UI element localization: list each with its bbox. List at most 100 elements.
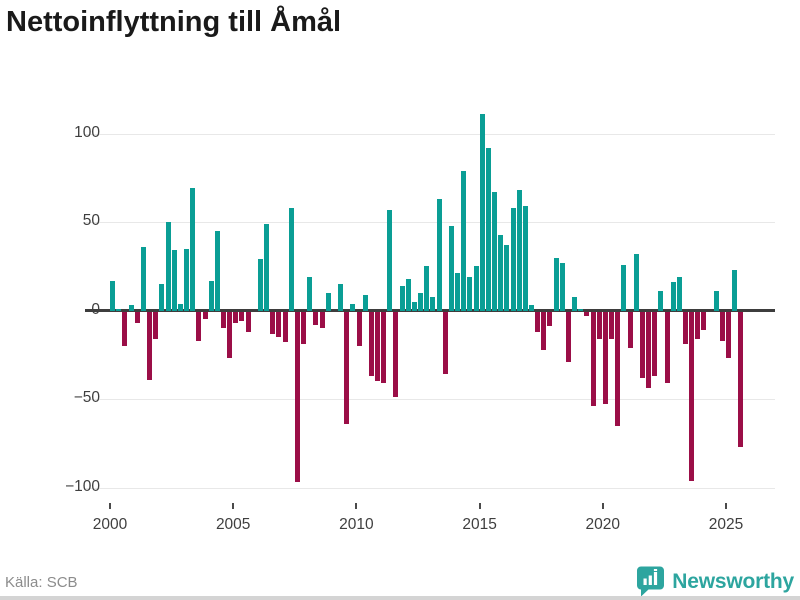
x-axis-tick-2005	[232, 503, 235, 509]
bar-2007-Q2	[288, 207, 294, 311]
bar-2009-Q2	[338, 284, 344, 311]
y-axis-label-0: 0	[91, 300, 100, 318]
x-axis-label-2010: 2010	[339, 516, 374, 533]
bar-2018-Q3	[565, 312, 571, 362]
y-axis-label--50: −50	[73, 389, 100, 407]
y-axis-label-100: 100	[74, 123, 100, 141]
bar-2017-Q4	[547, 312, 553, 327]
zero-line	[85, 309, 775, 313]
x-axis-label-2005: 2005	[215, 516, 251, 533]
bar-2004-Q3	[220, 312, 226, 329]
bar-2023-Q1	[676, 277, 682, 311]
bar-2022-Q4	[670, 282, 676, 311]
chart-title: Nettoinflyttning till Åmål	[6, 6, 342, 38]
bar-2004-Q2	[214, 230, 220, 311]
bar-2000-Q3	[122, 312, 128, 346]
bar-2021-Q2	[633, 253, 639, 311]
bar-2014-Q4	[473, 266, 479, 311]
bar-2010-Q3	[368, 312, 374, 377]
x-axis-tick-2025	[725, 503, 727, 509]
bar-2022-Q1	[652, 312, 658, 377]
bar-2011-Q1	[381, 312, 387, 384]
x-axis-label-2000: 2000	[92, 516, 128, 533]
bar-2024-Q1	[701, 312, 707, 331]
bar-2002-Q4	[177, 303, 183, 311]
bar-2024-Q4	[719, 312, 725, 341]
x-axis-label-2015: 2015	[462, 516, 497, 533]
bar-2009-Q3	[344, 312, 350, 424]
bar-2016-Q1	[504, 245, 510, 311]
gridline-100	[85, 133, 775, 135]
bar-2008-Q3	[319, 312, 325, 329]
bar-2020-Q2	[609, 312, 615, 339]
y-axis-label-50: 50	[82, 212, 100, 230]
x-axis-tick-2015	[478, 503, 481, 509]
bar-2006-Q3	[270, 312, 276, 334]
x-axis-tick-2020	[601, 503, 604, 509]
bar-2015-Q4	[498, 234, 504, 311]
bar-2015-Q1	[479, 114, 485, 311]
bar-2013-Q3	[442, 312, 448, 375]
bar-2023-Q3	[689, 312, 695, 481]
bar-2020-Q1	[602, 312, 608, 405]
bar-2003-Q3	[196, 312, 202, 341]
bar-2017-Q3	[541, 312, 547, 350]
bar-2007-Q1	[282, 312, 288, 343]
bar-2019-Q1	[578, 308, 584, 311]
bar-2005-Q3	[245, 312, 251, 332]
bar-2019-Q4	[596, 312, 602, 339]
bar-2012-Q2	[411, 301, 417, 311]
bar-2001-Q3	[147, 312, 153, 380]
bar-2010-Q4	[374, 312, 380, 382]
bar-2000-Q2	[116, 308, 122, 311]
bar-2006-Q4	[276, 312, 282, 338]
bar-2016-Q3	[516, 190, 522, 311]
bar-2005-Q1	[233, 312, 239, 323]
bar-2011-Q4	[399, 285, 405, 311]
y-axis-label--100: −100	[65, 477, 100, 495]
bar-2013-Q1	[430, 296, 436, 311]
brand-logo: Newsworthy	[636, 566, 794, 597]
bar-2004-Q4	[227, 312, 233, 359]
bar-2018-Q4	[572, 296, 578, 311]
bar-2014-Q1	[455, 273, 461, 311]
bar-2021-Q1	[627, 312, 633, 348]
bar-2022-Q2	[658, 291, 664, 311]
bar-2017-Q1	[528, 305, 534, 311]
bar-2003-Q4	[202, 312, 208, 320]
bar-2004-Q1	[208, 280, 214, 311]
bar-2009-Q4	[350, 303, 356, 311]
bar-2008-Q1	[307, 277, 313, 311]
bar-2023-Q4	[695, 312, 701, 339]
bar-2001-Q2	[140, 246, 146, 311]
bar-2024-Q3	[713, 291, 719, 311]
bar-2013-Q2	[436, 199, 442, 311]
bar-2016-Q4	[522, 206, 528, 311]
plot-area: 100 50 0 −50 −100 2000 2005 2010 2015 2020 2025	[65, 114, 775, 533]
source-label: Källa: SCB	[5, 574, 78, 591]
bar-2025-Q2	[732, 269, 738, 311]
bar-2019-Q3	[590, 312, 596, 407]
bar-2015-Q3	[492, 191, 498, 311]
x-axis-tick-2000	[109, 503, 111, 509]
bar-2017-Q2	[535, 312, 541, 332]
bar-2005-Q2	[239, 312, 245, 322]
bar-2000-Q1	[110, 280, 116, 311]
bar-2018-Q2	[559, 262, 565, 311]
bar-2025-Q1	[726, 312, 732, 359]
bar-2018-Q1	[553, 257, 559, 311]
bar-2010-Q2	[362, 294, 368, 311]
bottom-bar	[0, 596, 800, 600]
gridline--100	[85, 487, 775, 489]
bar-2021-Q3	[639, 312, 645, 378]
bar-2019-Q2	[584, 312, 590, 316]
bar-2020-Q4	[621, 264, 627, 311]
bar-2020-Q3	[615, 312, 621, 426]
gridline--50	[85, 399, 775, 401]
gridline-50	[85, 222, 775, 224]
bar-2003-Q1	[184, 248, 190, 311]
bar-2016-Q2	[510, 207, 516, 311]
bar-2012-Q3	[418, 292, 424, 311]
newsworthy-badge-icon	[636, 566, 665, 597]
